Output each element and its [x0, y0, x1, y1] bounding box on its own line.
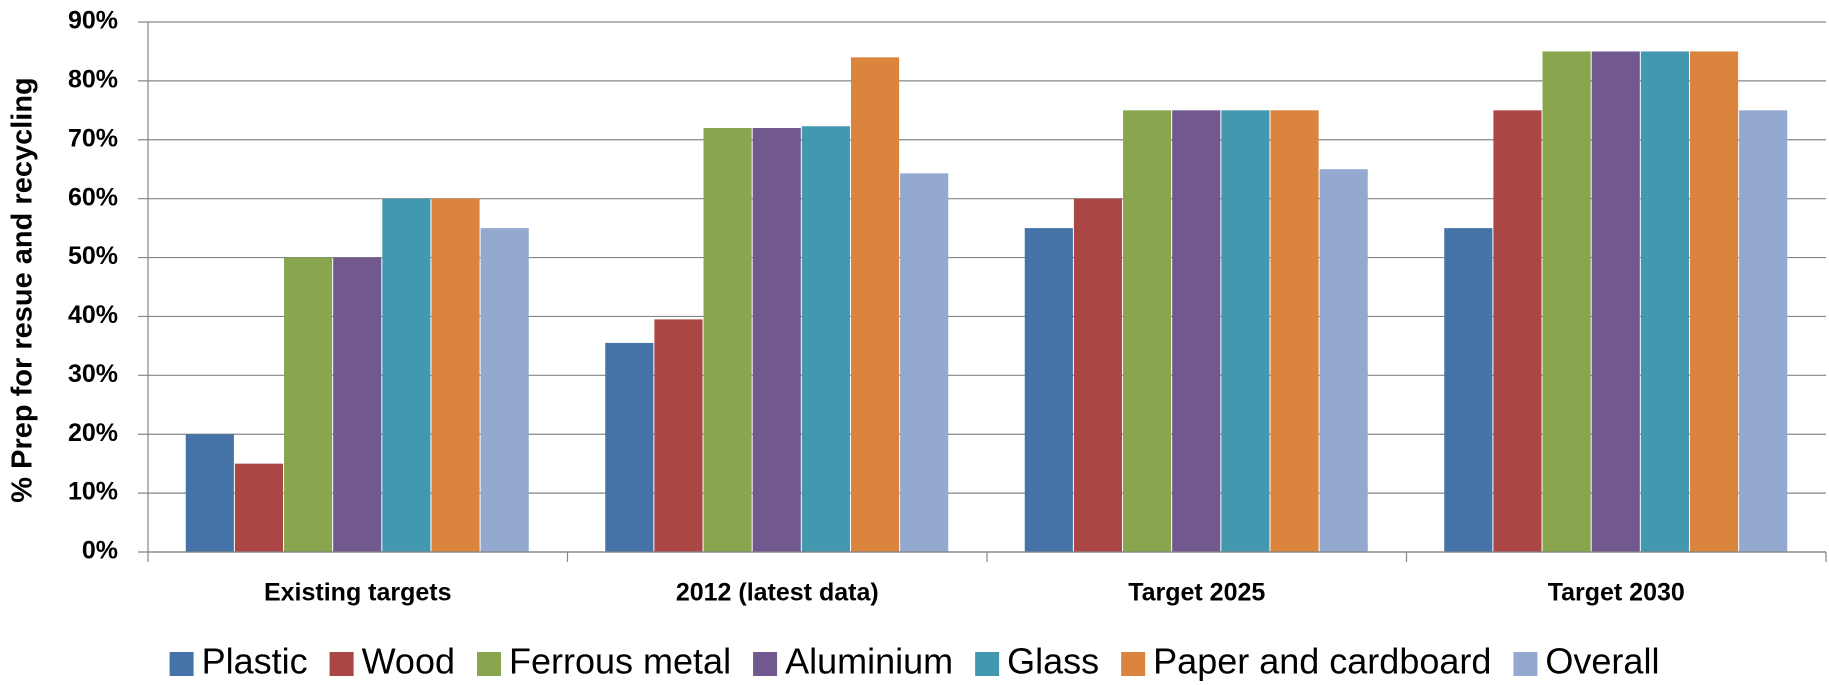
legend-swatch	[329, 652, 354, 676]
legend-label: Overall	[1545, 641, 1659, 682]
bar	[1221, 110, 1270, 552]
legend-label: Paper and cardboard	[1153, 641, 1491, 682]
bar	[1024, 228, 1073, 552]
bar	[1270, 110, 1319, 552]
bar	[431, 198, 480, 552]
bar	[333, 257, 382, 552]
y-tick-label: 0%	[82, 537, 118, 565]
legend-label: Plastic	[202, 641, 308, 682]
bar	[1640, 51, 1689, 552]
legend-swatch	[1513, 652, 1538, 676]
bar	[1689, 51, 1739, 552]
x-tick-label: Target 2030	[1548, 579, 1685, 607]
legend-swatch	[1121, 652, 1146, 676]
bar	[801, 126, 850, 552]
y-tick-label: 20%	[68, 419, 118, 447]
legend-label: Aluminium	[785, 641, 953, 682]
bar	[850, 57, 900, 552]
legend-swatch	[975, 652, 1000, 676]
bar	[234, 463, 284, 552]
bar	[1172, 110, 1221, 552]
bar	[900, 173, 949, 552]
y-tick-label: 60%	[68, 183, 118, 211]
y-tick-label: 40%	[68, 301, 118, 329]
bar	[1319, 169, 1368, 552]
bar	[480, 228, 529, 552]
y-tick-label: 90%	[68, 7, 118, 35]
bar	[284, 257, 333, 552]
y-axis-title: % Prep for resue and recycling	[7, 77, 39, 502]
legend-label: Glass	[1007, 641, 1099, 682]
y-tick-label: 50%	[68, 242, 118, 270]
legend-swatch	[477, 652, 501, 676]
x-tick-label: Existing targets	[264, 579, 452, 607]
bar	[752, 128, 801, 552]
y-tick-label: 30%	[68, 360, 118, 388]
bar	[1493, 110, 1542, 552]
legend-label: Ferrous metal	[509, 641, 731, 682]
bar	[382, 198, 431, 552]
bar	[1073, 198, 1123, 552]
bar	[605, 342, 654, 552]
y-tick-label: 10%	[68, 478, 118, 506]
x-tick-label: 2012 (latest data)	[676, 579, 879, 607]
legend-swatch	[169, 652, 194, 676]
bar	[1542, 51, 1591, 552]
bar	[1444, 228, 1493, 552]
legend-swatch	[753, 652, 778, 676]
y-tick-label: 70%	[68, 124, 118, 152]
bar	[185, 434, 234, 552]
bar	[1739, 110, 1788, 552]
bar	[703, 128, 752, 552]
y-tick-label: 80%	[68, 65, 118, 93]
bar	[1591, 51, 1640, 552]
bar	[1123, 110, 1172, 552]
x-tick-label: Target 2025	[1128, 579, 1265, 607]
bar	[654, 319, 703, 552]
legend-label: Wood	[362, 641, 455, 682]
